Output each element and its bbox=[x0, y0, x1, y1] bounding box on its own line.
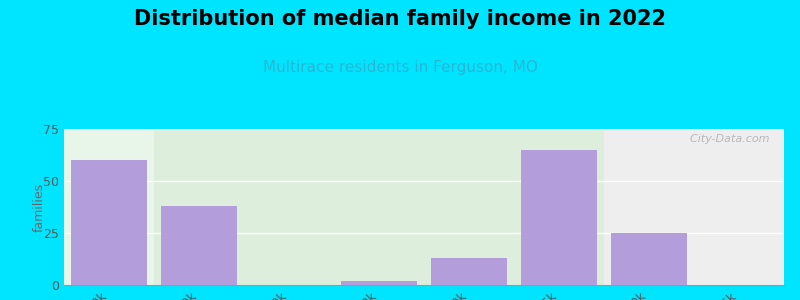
Text: Multirace residents in Ferguson, MO: Multirace residents in Ferguson, MO bbox=[262, 60, 538, 75]
Bar bbox=[610, 233, 687, 285]
Text: Distribution of median family income in 2022: Distribution of median family income in … bbox=[134, 9, 666, 29]
Bar bbox=[64, 129, 154, 285]
Bar bbox=[341, 281, 418, 285]
Bar bbox=[521, 150, 598, 285]
Y-axis label: families: families bbox=[33, 182, 46, 232]
Text: City-Data.com: City-Data.com bbox=[683, 134, 770, 144]
Bar bbox=[154, 129, 604, 285]
Bar bbox=[604, 129, 784, 285]
Bar bbox=[430, 258, 507, 285]
Bar bbox=[161, 206, 238, 285]
Bar bbox=[70, 160, 147, 285]
